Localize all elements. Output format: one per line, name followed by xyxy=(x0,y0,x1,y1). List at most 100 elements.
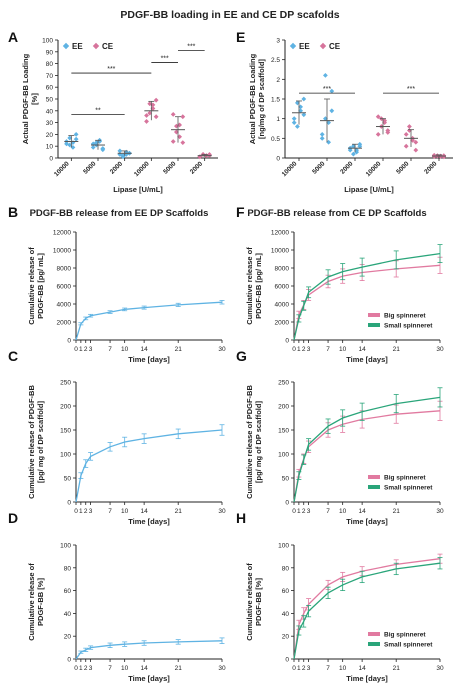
significance-label-a: *** xyxy=(187,44,195,51)
panel-letter-a: A xyxy=(8,29,18,45)
legend-swatch-big-spinneret xyxy=(368,475,380,479)
x-tick-label-g: 21 xyxy=(393,508,401,515)
y-axis-label-b: PDGF-BB [pg/ mL] xyxy=(36,253,45,319)
x-tick-label-d: 2 xyxy=(84,665,88,672)
y-axis-label-b: Cumulative release of xyxy=(27,247,36,325)
significance-label-e: *** xyxy=(407,86,415,93)
y-tick-label-f: 2000 xyxy=(275,320,290,327)
data-point-ce xyxy=(144,119,149,124)
legend-marker-ee xyxy=(62,42,70,50)
y-axis-label-c: [pg/ mg of DP scaffold] xyxy=(36,401,45,483)
y-axis-label-f: PDGF-BB [pg/ mL] xyxy=(254,253,263,319)
x-tick-label-d: 0 xyxy=(74,665,78,672)
y-axis-label-c: Cumulative release of PDGF-BB xyxy=(27,385,36,499)
x-tick-label-d: 30 xyxy=(218,665,226,672)
y-tick-label-f: 6000 xyxy=(275,284,290,291)
y-axis-label-a: Actual PDGF-BB Loading xyxy=(21,53,30,144)
series-line-ee xyxy=(75,301,223,341)
series-line-ee xyxy=(75,429,223,503)
legend-swatch-small-spinneret xyxy=(368,323,380,327)
y-tick-label-b: 8000 xyxy=(57,266,72,273)
y-tick-label-d: 20 xyxy=(64,634,72,641)
significance-label-a: *** xyxy=(107,66,115,73)
data-point-ee xyxy=(67,142,73,148)
y-tick-label-e: 1.5 xyxy=(271,97,280,104)
data-point-ce xyxy=(170,111,176,117)
x-tick-label-f: 30 xyxy=(436,346,444,353)
x-axis-label-d: Time [days] xyxy=(128,674,170,683)
y-axis-label-d: Cumulative release of xyxy=(27,563,36,641)
y-axis-label-f: Cumulative release of xyxy=(245,247,254,325)
y-tick-label-c: 200 xyxy=(60,404,71,411)
y-tick-label-e: 3 xyxy=(276,38,280,45)
x-tick-label-g: 14 xyxy=(359,508,367,515)
x-tick-label-b: 1 xyxy=(79,346,83,353)
legend-label-big-spinneret: Big spinneret xyxy=(384,632,426,639)
chart-panel-b: PDGF-BB release from EE DP Scaffolds 0 200… xyxy=(27,208,226,364)
x-tick-label-g: 10 xyxy=(339,508,347,515)
data-point-ee xyxy=(97,139,102,144)
data-point-ce xyxy=(180,140,186,146)
y-tick-label-g: 150 xyxy=(278,428,289,435)
y-tick-label-h: 60 xyxy=(282,588,290,595)
y-axis-label-h: Cumulative release of xyxy=(245,563,254,641)
x-tick-label-f: 0 xyxy=(292,346,296,353)
data-point-ce xyxy=(153,97,159,103)
x-axis-label-c: Time [days] xyxy=(128,517,170,526)
x-tick-label-f: 21 xyxy=(393,346,401,353)
x-tick-label-f: 10 xyxy=(339,346,347,353)
y-tick-label-h: 100 xyxy=(278,543,289,550)
y-axis-label-g: Cumulative release of PDGF-BB xyxy=(245,385,254,499)
data-point-ee xyxy=(329,88,335,94)
chart-title-f: PDGF-BB release from CE DP Scaffolds xyxy=(247,208,426,219)
y-axis-label-e: Actual PDGF-BB Loading xyxy=(248,53,257,144)
data-point-ce xyxy=(177,122,182,128)
data-point-ee xyxy=(357,143,363,149)
x-tick-label-h: 3 xyxy=(307,665,311,672)
x-tick-label-d: 14 xyxy=(141,665,149,672)
significance-label-a: *** xyxy=(161,55,169,62)
data-point-ce xyxy=(413,147,419,153)
x-axis-label-g: Time [days] xyxy=(346,517,388,526)
y-tick-label-c: 250 xyxy=(60,380,71,387)
y-axis-label-g: [pg/ mg of DP scaffold] xyxy=(254,401,263,483)
y-tick-label-c: 150 xyxy=(60,428,71,435)
legend-label-small-spinneret: Small spinneret xyxy=(384,323,433,330)
y-tick-label-b: 10000 xyxy=(53,248,71,255)
data-point-ee xyxy=(301,112,307,118)
x-tick-label-d: 1 xyxy=(79,665,83,672)
y-tick-label-c: 0 xyxy=(67,500,71,507)
data-point-ce xyxy=(375,132,381,137)
y-tick-label-a: 60 xyxy=(46,85,54,92)
chart-panel-f: PDGF-BB release from CE DP Scaffolds 0 200… xyxy=(245,208,444,364)
x-tick-label-b: 3 xyxy=(89,346,93,353)
x-tick-label-g: 3 xyxy=(307,508,311,515)
data-point-ce xyxy=(150,102,156,108)
x-tick-label-c: 14 xyxy=(141,508,149,515)
data-point-ce xyxy=(407,124,412,129)
y-tick-label-g: 250 xyxy=(278,380,289,387)
y-tick-label-f: 10000 xyxy=(271,248,289,255)
x-tick-label-c: 3 xyxy=(89,508,93,515)
x-tick-label-c: 1 xyxy=(79,508,83,515)
x-tick-label-b: 21 xyxy=(175,346,183,353)
x-tick-label-c: 2 xyxy=(84,508,88,515)
y-tick-label-b: 12000 xyxy=(53,230,71,237)
data-point-ce xyxy=(375,114,381,120)
data-point-ce xyxy=(403,143,409,149)
data-point-ee xyxy=(90,141,96,147)
x-tick-label-a: 5000 xyxy=(82,160,97,175)
data-point-ee xyxy=(319,132,325,137)
panel-letter-c: C xyxy=(8,348,18,364)
y-tick-label-g: 200 xyxy=(278,404,289,411)
x-tick-label-f: 14 xyxy=(359,346,367,353)
x-tick-label-d: 21 xyxy=(175,665,183,672)
x-tick-label-e: 5000 xyxy=(311,160,326,175)
y-tick-label-h: 20 xyxy=(282,634,290,641)
x-tick-label-g: 1 xyxy=(297,508,301,515)
x-tick-label-a: 10000 xyxy=(133,160,151,178)
legend-label-ce: CE xyxy=(102,42,114,51)
x-tick-label-h: 10 xyxy=(339,665,347,672)
data-point-ee xyxy=(351,151,356,157)
